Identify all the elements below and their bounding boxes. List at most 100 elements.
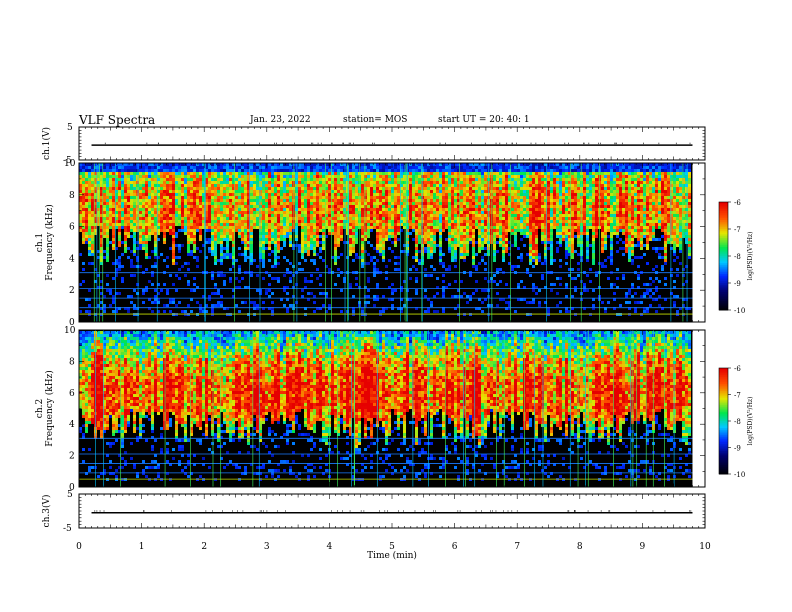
spectrogram-cell [376,214,379,217]
spectrogram-cell [253,190,256,193]
spectrogram-cell [112,295,115,298]
spectrogram-cell [364,232,367,235]
spectrogram-cell [457,211,460,214]
spectrogram-cell [214,253,217,256]
spectrogram-cell [388,178,391,181]
spectrogram-cell [139,211,142,214]
spectrogram-cell [202,163,205,166]
spectrogram-cell [277,187,280,190]
spectrogram-cell [124,238,127,241]
spectrogram-cell [463,256,466,259]
spectrogram-cell [379,181,382,184]
spectrogram-cell [256,214,259,217]
spectrogram-cell [457,235,460,238]
spectrogram-cell [115,202,118,205]
spectrogram-cell [430,235,433,238]
spectrogram-cell [454,244,457,247]
spectrogram-cell [205,220,208,223]
spectrogram-cell [478,175,481,178]
spectrogram-cell [376,163,379,166]
spectrogram-cell [313,193,316,196]
spectrogram-cell [277,181,280,184]
spectrogram-cell [112,262,115,265]
spectrogram-cell [94,217,97,220]
spectrogram-cell [418,223,421,226]
spectrogram-cell [172,169,175,172]
spectrogram-cell [172,199,175,202]
spectrogram-cell [370,166,373,169]
spectrogram-cell [466,226,469,229]
spectrogram-cell [271,202,274,205]
spectrogram-cell [454,211,457,214]
spectrogram-cell [418,175,421,178]
spectrogram-cell [124,166,127,169]
spectrogram-cell [151,202,154,205]
spectrogram-cell [397,172,400,175]
spectrogram-cell [442,214,445,217]
spectrogram-cell [274,172,277,175]
spectrogram-cell [478,235,481,238]
spectrogram-cell [298,250,301,253]
spectrogram-cell [343,199,346,202]
spectrogram-cell [124,220,127,223]
spectrogram-cell [430,265,433,268]
spectrogram-cell [373,178,376,181]
spectrogram-cell [364,235,367,238]
spectrogram-cell [373,190,376,193]
spectrogram-cell [142,208,145,211]
spectrogram-cell [124,190,127,193]
spectrogram-cell [352,214,355,217]
spectrogram-cell [112,208,115,211]
spectrogram-cell [259,205,262,208]
spectrogram-cell [325,211,328,214]
spectrogram-cell [277,193,280,196]
spectrogram-cell [106,208,109,211]
spectrogram-cell [205,193,208,196]
spectrogram-cell [328,196,331,199]
spectrogram-cell [217,232,220,235]
spectrogram-cell [418,199,421,202]
spectrogram-cell [79,169,82,172]
spectrogram-cell [217,202,220,205]
spectrogram-cell [460,166,463,169]
spectrogram-cell [259,292,262,295]
spectrogram-cell [109,292,112,295]
spectrogram-cell [214,184,217,187]
spectrogram-cell [439,184,442,187]
spectrogram-cell [307,232,310,235]
spectrogram-cell [439,190,442,193]
spectrogram-cell [478,262,481,265]
spectrogram-cell [313,259,316,262]
spectrogram-cell [190,238,193,241]
spectrogram-cell [256,307,259,310]
spectrogram-cell [376,268,379,271]
spectrogram-cell [184,262,187,265]
spectrogram-cell [187,175,190,178]
spectrogram-cell [400,250,403,253]
spectrogram-cell [424,217,427,220]
spectrogram-cell [247,244,250,247]
spectrogram-cell [148,298,151,301]
spectrogram-cell [178,229,181,232]
spectrogram-cell [361,265,364,268]
spectrogram-cell [478,184,481,187]
spectrogram-cell [451,196,454,199]
spectrogram-cell [382,256,385,259]
spectrogram-cell [85,163,88,166]
spectrogram-cell [82,169,85,172]
spectrogram-cell [124,244,127,247]
spectrogram-cell [322,304,325,307]
spectrogram-cell [292,205,295,208]
spectrogram-cell [292,169,295,172]
spectrogram-cell [211,310,214,313]
spectrogram-cell [259,229,262,232]
spectrogram-cell [472,235,475,238]
spectrogram-cell [148,199,151,202]
spectrogram-cell [136,256,139,259]
spectrogram-cell [301,217,304,220]
spectrogram-cell [370,256,373,259]
spectrogram-cell [448,223,451,226]
spectrogram-cell [433,214,436,217]
spectrogram-cell [139,184,142,187]
spectrogram-cell [160,196,163,199]
